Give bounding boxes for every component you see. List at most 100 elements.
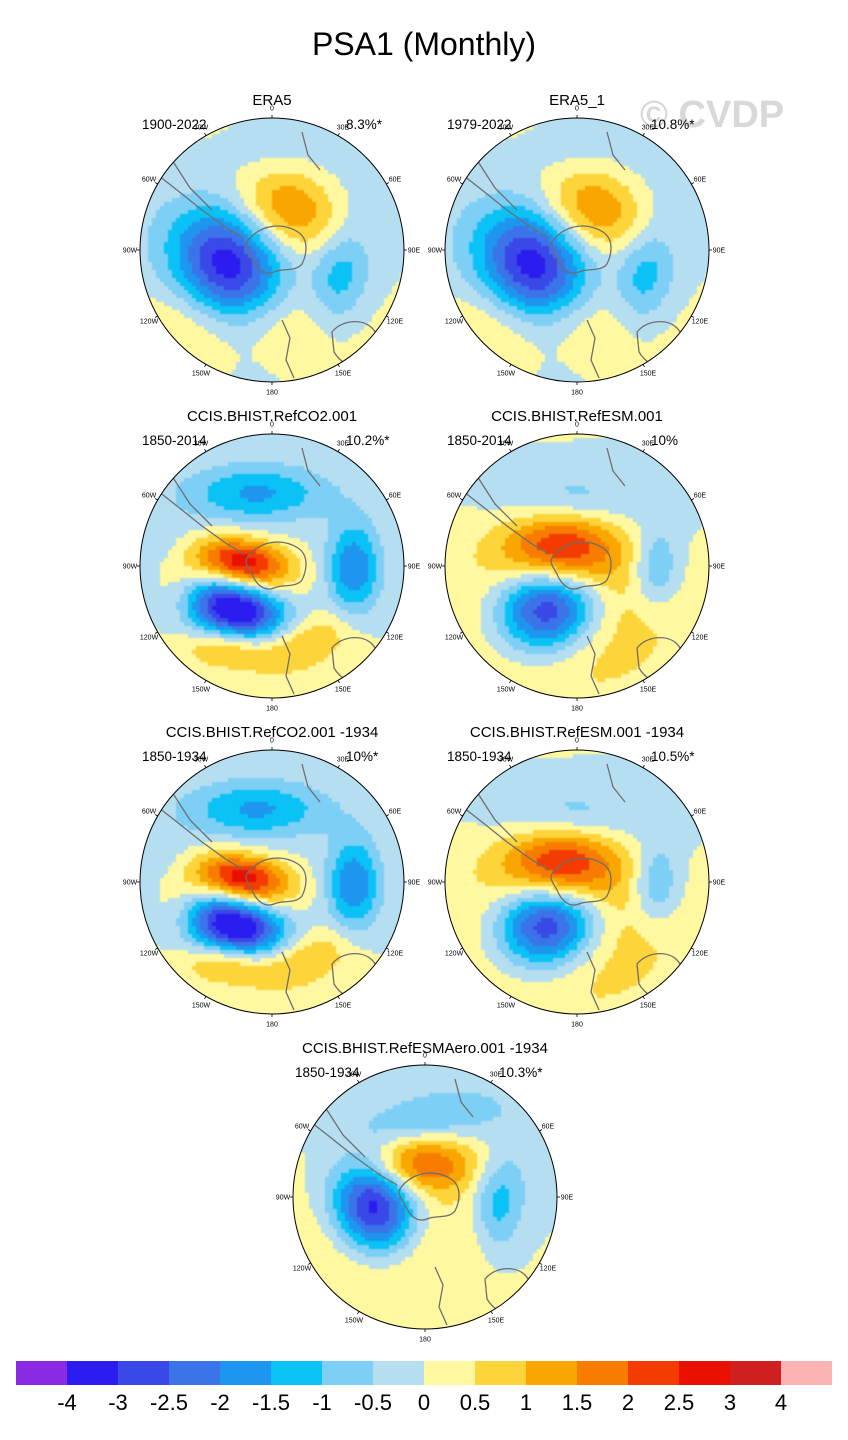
longitude-label: 30W [347,1072,362,1079]
longitude-label: 150W [497,1002,516,1009]
longitude-label: 0 [423,1053,427,1060]
polar-map: 0 30E 60E 90E 120E 150E 180 150W 120W 90W 60W 30W [123,422,421,713]
longitude-label: 60W [142,809,157,816]
longitude-label: 60E [694,177,707,184]
colorbar-swatch [118,1361,169,1385]
colorbar-swatch [526,1361,577,1385]
colorbar-swatch [781,1361,832,1385]
longitude-label: 150W [192,1002,211,1009]
panel-title: CCIS.BHIST.RefESM.001 -1934 [469,724,685,741]
longitude-label: 60E [694,809,707,816]
longitude-label: 90E [408,248,421,255]
anomaly-field [140,118,404,382]
longitude-label: 150E [488,1317,505,1324]
longitude-label: 150E [640,370,657,377]
watermark: © CVDP [640,94,785,136]
anomaly-field [445,118,709,382]
longitude-label: 120E [387,951,404,958]
colorbar-label: 3 [723,1390,737,1415]
panel-years: 1900-2022 [142,117,207,132]
longitude-label: 90W [276,1195,291,1202]
longitude-label: 30W [194,441,209,448]
colorbar-swatch [628,1361,679,1385]
colorbar-swatch [271,1361,322,1385]
longitude-label: 30W [499,125,514,132]
longitude-label: 60E [389,177,402,184]
panel-title: CCIS.BHIST.RefCO2.001 [186,408,358,425]
longitude-label: 90E [713,880,726,887]
longitude-label: 180 [266,1022,278,1029]
longitude-label: 90W [428,564,443,571]
longitude-label: 30E [642,125,655,132]
anomaly-field [140,750,404,1014]
longitude-label: 150E [335,1002,352,1009]
colorbar-label: -0.5 [354,1390,392,1415]
colorbar-label: 0 [417,1390,431,1415]
longitude-label: 30E [337,757,350,764]
longitude-label: 90E [713,248,726,255]
longitude-label: 150W [192,370,211,377]
longitude-label: 90W [123,248,138,255]
longitude-label: 60W [142,493,157,500]
longitude-label: 30E [642,757,655,764]
longitude-label: 90E [408,564,421,571]
panel-variance-percent: 10% [651,433,679,448]
longitude-label: 60E [694,493,707,500]
panel-title: ERA5 [252,92,292,109]
colorbar-label: 2.5 [663,1390,695,1415]
longitude-label: 150E [640,1002,657,1009]
longitude-label: 120E [692,635,709,642]
longitude-label: 60W [295,1124,310,1131]
panel-variance-percent: 10.8%* [651,117,695,132]
polar-map: 0 30E 60E 90E 120E 150E 180 150W 120W 90W 60W 30W [428,422,726,713]
longitude-label: 0 [270,738,274,745]
longitude-label: 90E [408,880,421,887]
panel-title: CCIS.BHIST.RefESM.001 [491,408,663,425]
longitude-label: 120W [140,319,159,326]
panel-variance-percent: 10.3%* [499,1065,543,1080]
longitude-label: 0 [575,106,579,113]
longitude-label: 60W [142,177,157,184]
longitude-label: 120W [293,1266,312,1273]
colorbar-swatch [16,1361,67,1385]
longitude-label: 120E [692,951,709,958]
panel-years: 1850-1934 [142,749,207,764]
colorbar-label: -2.5 [150,1390,188,1415]
polar-map: 0 30E 60E 90E 120E 150E 180 150W 120W 90W 60W 30W [428,106,726,397]
colorbar-label: 4 [774,1390,788,1415]
longitude-label: 120E [387,319,404,326]
longitude-label: 90W [428,880,443,887]
longitude-label: 150E [335,686,352,693]
colorbar-swatch [424,1361,475,1385]
panel-title: CCIS.BHIST.RefESMAero.001 -1934 [302,1040,548,1057]
colorbar-label: 1 [519,1390,533,1415]
colorbar-swatch [730,1361,781,1385]
colorbar-swatch [67,1361,118,1385]
longitude-label: 30E [490,1072,503,1079]
longitude-label: 30W [194,125,209,132]
colorbar-label: 2 [621,1390,635,1415]
longitude-label: 30E [337,125,350,132]
polar-map: 0 30E 60E 90E 120E 150E 180 150W 120W 90W 60W 30W [276,1053,574,1344]
panel-variance-percent: 10.5%* [651,749,695,764]
longitude-label: 120E [540,1266,557,1273]
longitude-label: 180 [266,706,278,713]
longitude-label: 180 [419,1337,431,1344]
longitude-label: 150W [497,686,516,693]
polar-map: 0 30E 60E 90E 120E 150E 180 150W 120W 90W 60W 30W [123,106,421,397]
longitude-label: 0 [270,106,274,113]
panel-title: ERA5_1 [549,92,605,109]
longitude-label: 60E [389,493,402,500]
longitude-label: 90E [713,564,726,571]
panel-variance-percent: 8.3%* [346,117,383,132]
longitude-label: 120E [387,635,404,642]
anomaly-field [445,750,709,1014]
longitude-label: 0 [575,738,579,745]
longitude-label: 150W [192,686,211,693]
colorbar-swatch [169,1361,220,1385]
longitude-label: 180 [571,390,583,397]
longitude-label: 120W [140,951,159,958]
longitude-label: 60W [447,809,462,816]
colorbar-swatch [220,1361,271,1385]
longitude-label: 30W [499,441,514,448]
